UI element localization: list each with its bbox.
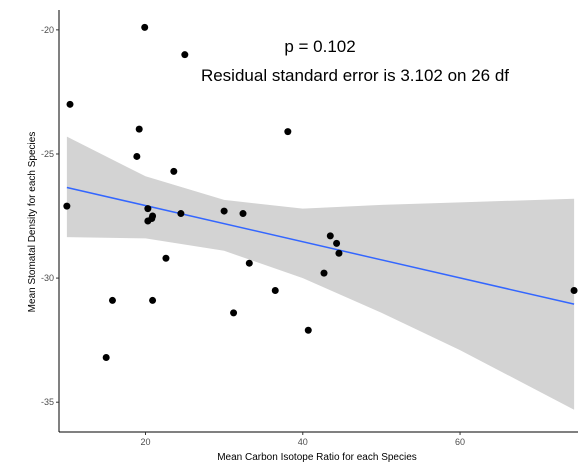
y-tick-label: -30: [41, 273, 54, 283]
data-point: [326, 232, 334, 240]
data-point: [108, 296, 116, 304]
data-point: [144, 205, 152, 213]
data-point: [170, 167, 178, 175]
data-point: [335, 249, 343, 257]
data-point: [333, 239, 341, 247]
data-point: [304, 326, 312, 334]
data-point: [220, 207, 228, 215]
confidence-band: [66, 136, 575, 410]
y-tick-label: -25: [41, 149, 54, 159]
x-tick-label: 20: [140, 437, 150, 447]
data-point: [149, 296, 157, 304]
confidence-band-layer: [66, 136, 575, 410]
data-point: [141, 23, 149, 31]
x-tick-label: 40: [298, 437, 308, 447]
data-point: [181, 51, 189, 59]
x-axis-title: Mean Carbon Isotope Ratio for each Speci…: [217, 452, 417, 463]
data-point: [271, 287, 279, 295]
regression-line: [66, 186, 575, 305]
data-point: [320, 269, 328, 277]
data-point: [230, 309, 238, 317]
data-point: [162, 254, 170, 262]
data-point: [66, 100, 74, 108]
data-point: [135, 125, 143, 133]
y-axis-title: Mean Stomatal Density for each Species: [27, 132, 38, 313]
data-point: [239, 210, 247, 218]
data-point: [133, 152, 141, 160]
y-tick-label: -20: [41, 25, 54, 35]
x-tick-label: 60: [455, 437, 465, 447]
data-point: [63, 202, 71, 210]
data-point: [570, 287, 578, 295]
p-value-annotation: p = 0.102: [284, 37, 355, 56]
data-points-layer: [63, 23, 578, 362]
axis-ticks-layer: 20 40 60 -20 -25 -30 -35: [41, 25, 465, 447]
data-point: [149, 212, 157, 220]
data-point: [284, 128, 292, 136]
fit-line-layer: [66, 186, 575, 305]
residual-error-annotation: Residual standard error is 3.102 on 26 d…: [201, 66, 509, 85]
y-tick-label: -35: [41, 397, 54, 407]
data-point: [245, 259, 253, 267]
data-point: [177, 210, 185, 218]
data-point: [102, 354, 110, 362]
